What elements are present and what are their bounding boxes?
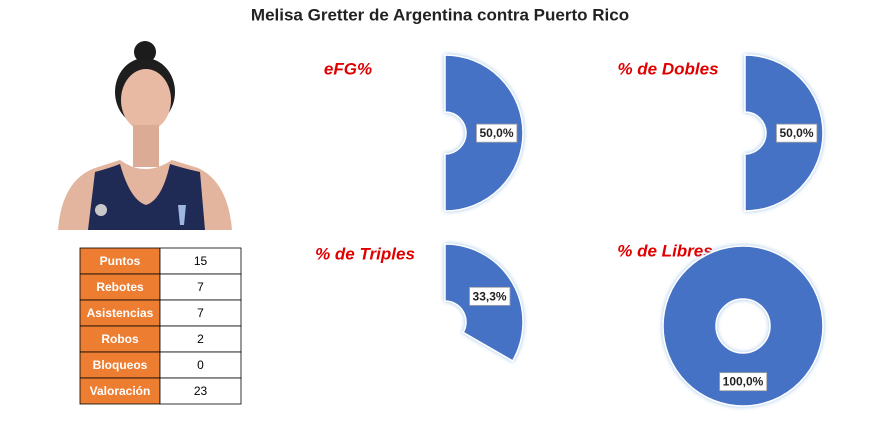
stat-value: 15	[194, 254, 208, 268]
stat-label: Asistencias	[87, 306, 154, 320]
value-cell	[159, 377, 242, 405]
value-label-box	[776, 123, 818, 143]
value-cell	[159, 351, 242, 379]
chart-title: eFG%	[324, 59, 372, 78]
label-cell	[79, 351, 161, 379]
value-cell	[159, 247, 242, 275]
label-cell	[79, 247, 161, 275]
stat-label: Robos	[101, 332, 139, 346]
stat-label: Valoración	[90, 384, 151, 398]
stat-label: Rebotes	[96, 280, 144, 294]
stat-value: 7	[197, 280, 204, 294]
value-label-box	[719, 372, 768, 392]
stat-label: Puntos	[100, 254, 141, 268]
chart-title: % de Libres	[617, 241, 712, 260]
label-cell	[79, 273, 161, 301]
stat-label: Bloqueos	[93, 358, 148, 372]
stat-value: 7	[197, 306, 204, 320]
value-cell	[159, 299, 242, 327]
value-label: 100,0%	[723, 375, 764, 389]
value-label: 50,0%	[779, 126, 813, 140]
player-photo	[58, 41, 232, 230]
charts: eFG% 50,0% % de Dobles 50,0% % de Triples 33,…	[315, 54, 824, 407]
label-cell	[79, 377, 161, 405]
value-label-box	[476, 123, 518, 143]
value-label: 33,3%	[473, 289, 507, 303]
page-title: Melisa Gretter de Argentina contra Puert…	[251, 5, 629, 24]
stats-table: Puntos 15 Rebotes 7 Asistencias 7 Robos 2 Bloque…	[79, 247, 242, 405]
stat-value: 2	[197, 332, 204, 346]
value-cell	[159, 273, 242, 301]
chart-title: % de Triples	[315, 244, 415, 263]
donut-segment	[662, 245, 824, 407]
stat-value: 0	[197, 358, 204, 372]
value-label: 50,0%	[479, 126, 513, 140]
chart-title: % de Dobles	[617, 59, 718, 78]
stat-value: 23	[194, 384, 208, 398]
value-label-box	[469, 286, 511, 306]
